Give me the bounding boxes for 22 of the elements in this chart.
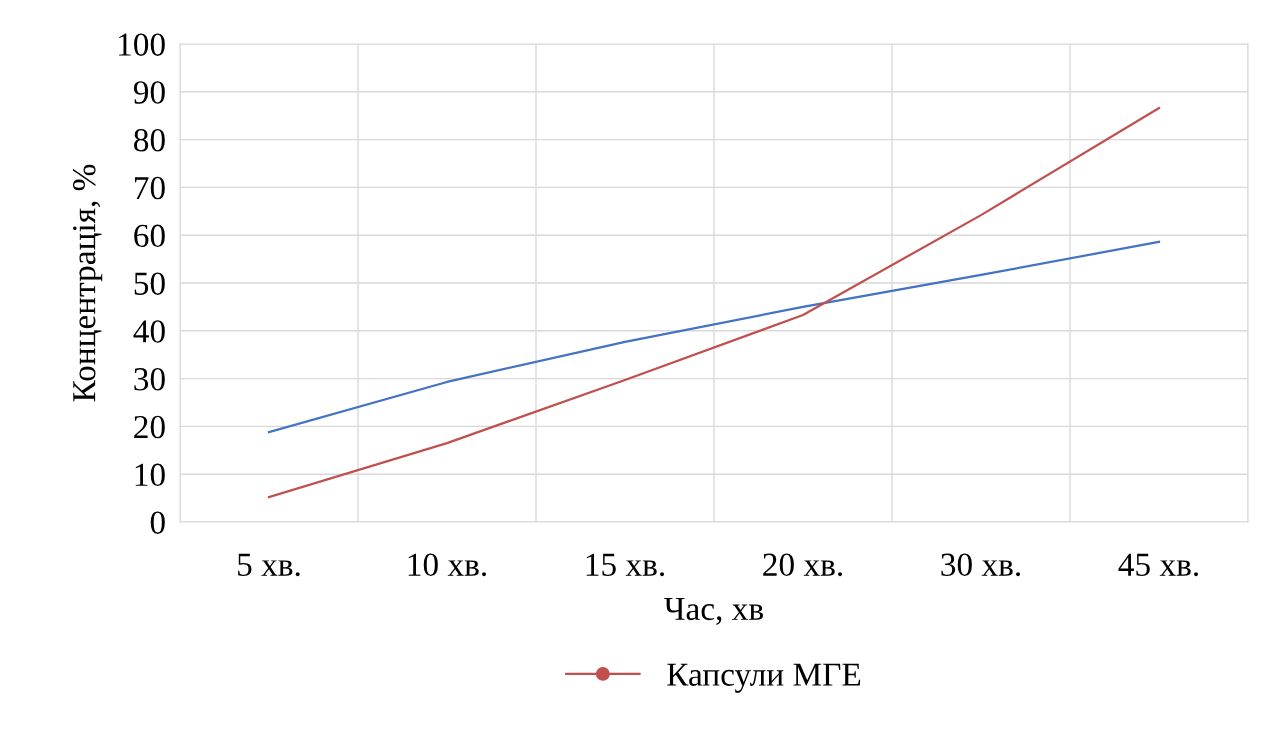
line-series — [267, 106, 1161, 499]
y-axis-title: Концентрація, % — [72, 164, 103, 402]
y-tick-label: 50 — [134, 272, 165, 295]
y-tick-label: 60 — [134, 224, 165, 248]
x-tick-label: 45 хв. — [1118, 553, 1198, 577]
y-tick-label: 100 — [119, 33, 165, 56]
y-tick-label: 40 — [133, 320, 165, 343]
legend-label: Капсули МГЕ — [667, 663, 861, 693]
x-tick-label: 30 хв. — [941, 553, 1020, 577]
y-tick-label: 80 — [134, 129, 165, 152]
y-tick-label: 0 — [150, 511, 165, 534]
y-tick-label: 10 — [135, 463, 165, 487]
x-tick-label: 5 хв. — [238, 553, 300, 577]
y-tick-label: 70 — [134, 176, 165, 200]
y-tick-label: 30 — [134, 368, 165, 391]
x-tick-label: 10 хв. — [408, 553, 486, 577]
x-axis-title: Час, хв — [664, 597, 764, 625]
y-tick-label: 90 — [133, 81, 165, 104]
line-series — [267, 240, 1161, 434]
y-tick-label: 20 — [134, 415, 165, 439]
x-tick-label: 15 хв. — [586, 553, 664, 577]
x-tick-label: 20 хв. — [763, 553, 842, 577]
